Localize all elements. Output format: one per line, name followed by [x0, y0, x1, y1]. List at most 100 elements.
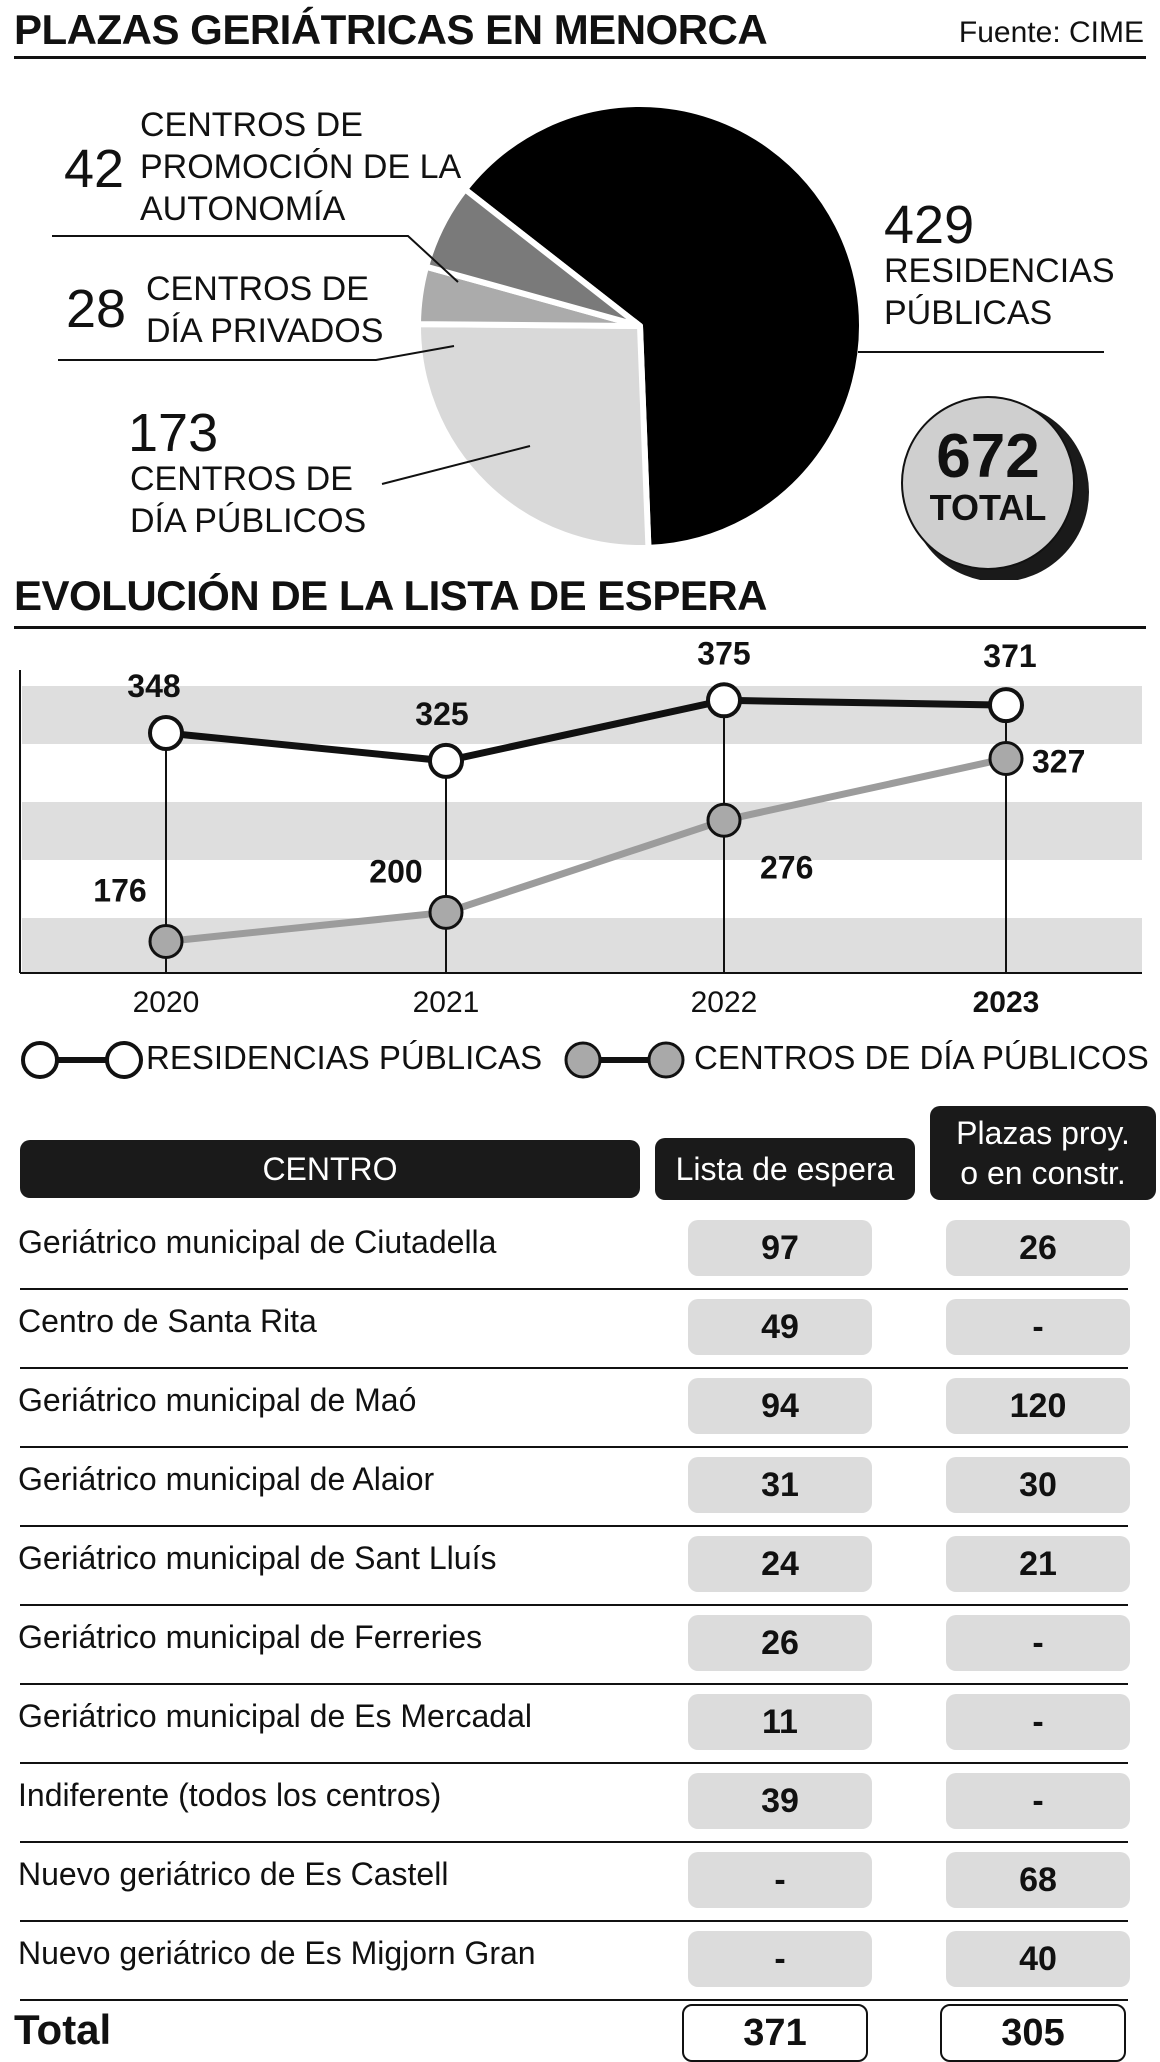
x-ticks: 2020 2021 2022 2023: [133, 986, 1040, 1019]
point-s1-2022: [706, 802, 742, 838]
point-s0-2022: [706, 682, 742, 719]
table-cell-lista: 49: [688, 1299, 872, 1355]
header-lista-espera: Lista de espera: [655, 1138, 915, 1200]
table-cell-plazas: -: [946, 1299, 1130, 1355]
table-cell-lista: 94: [688, 1378, 872, 1434]
grid-band-2: [22, 918, 1142, 973]
point-s1-2023: [988, 740, 1024, 776]
data-label-s0-2022: 375: [697, 640, 750, 671]
leader-line-2: [381, 445, 531, 485]
table-row-divider: [20, 1683, 1128, 1685]
pie-slice-0: [462, 101, 865, 551]
pie-slice-1: [415, 321, 652, 551]
pie-title: PLAZAS GERIÁTRICAS EN MENORCA: [14, 6, 768, 53]
pie-slice-3: [423, 186, 643, 329]
line-series: [148, 682, 1024, 959]
point-s0-2020: [148, 715, 184, 752]
data-label-s1-2023: 327: [1032, 743, 1085, 779]
table-row-divider: [20, 1999, 1128, 2001]
table-row-divider: [20, 1920, 1128, 1922]
series-line-1: [165, 755, 1007, 945]
header-plazas-line2: o en constr.: [960, 1155, 1126, 1191]
table-row-label: Geriátrico municipal de Ferreries: [18, 1619, 483, 1655]
grid-band-1: [22, 802, 1142, 860]
header-plazas: Plazas proy. o en constr.: [930, 1106, 1156, 1200]
slice-label-dia-privados: CENTROS DE DÍA PRIVADOS: [146, 270, 384, 350]
table-row-divider: [20, 1288, 1128, 1290]
table-cell-plazas: -: [946, 1615, 1130, 1671]
slice-label-promocion: CENTROS DE PROMOCIÓN DE LA AUTONOMÍA: [140, 106, 460, 228]
slice-value-dia-privados: 28: [66, 279, 127, 339]
point-s1-2020: [148, 923, 184, 959]
table-row-label: Centro de Santa Rita: [18, 1303, 317, 1339]
table-cell-lista: -: [688, 1852, 872, 1908]
total-lista-espera: 371: [682, 2004, 868, 2062]
total-label: TOTAL: [929, 487, 1047, 528]
header-plazas-line1: Plazas proy.: [956, 1115, 1130, 1151]
x-tick-2021: 2021: [413, 986, 480, 1019]
point-s0-2021: [428, 742, 464, 779]
table-cell-plazas: 21: [946, 1536, 1130, 1592]
x-tick-2020: 2020: [133, 986, 200, 1019]
table-row-divider: [20, 1525, 1128, 1527]
header-centro: CENTRO: [20, 1140, 640, 1198]
data-label-s0-2023: 371: [983, 640, 1036, 674]
line-title: EVOLUCIÓN DE LA LISTA DE ESPERA: [14, 572, 768, 619]
slice-value-residencias: 429: [884, 195, 975, 255]
series-line-0: [165, 696, 1007, 765]
data-label-s0-2020: 348: [127, 668, 180, 704]
point-s0-2023: [988, 687, 1024, 724]
table-cell-lista: -: [688, 1931, 872, 1987]
table-cell-plazas: 30: [946, 1457, 1130, 1513]
table-row-label: Nuevo geriátrico de Es Castell: [18, 1856, 449, 1892]
point-s1-2021: [428, 894, 464, 930]
table-row-label: Nuevo geriátrico de Es Migjorn Gran: [18, 1935, 536, 1971]
table-row-divider: [20, 1604, 1128, 1606]
data-label-s1-2020: 176: [93, 872, 146, 908]
table-row-divider: [20, 1841, 1128, 1843]
leader-line-0: [52, 235, 459, 283]
table-cell-lista: 97: [688, 1220, 872, 1276]
legend-centros: [564, 1041, 685, 1079]
table-row-label: Geriátrico municipal de Sant Lluís: [18, 1540, 497, 1576]
table-cell-plazas: 68: [946, 1852, 1130, 1908]
table-row-label: Indiferente (todos los centros): [18, 1777, 442, 1813]
slice-label-dia-publicos: CENTROS DE DÍA PÚBLICOS: [130, 460, 367, 540]
table-cell-plazas: -: [946, 1773, 1130, 1829]
legend-label-centros: CENTROS DE DÍA PÚBLICOS: [694, 1039, 1149, 1076]
data-label-s1-2021: 200: [369, 853, 422, 889]
x-tick-2023: 2023: [973, 986, 1040, 1019]
table-cell-plazas: 120: [946, 1378, 1130, 1434]
slice-value-promocion: 42: [64, 139, 125, 199]
pie-leaders: [52, 235, 1104, 485]
table-cell-lista: 11: [688, 1694, 872, 1750]
table-row-label: Geriátrico municipal de Ciutadella: [18, 1224, 497, 1260]
slice-value-dia-publicos: 173: [128, 403, 219, 463]
total-plazas: 305: [940, 2004, 1126, 2062]
line-labels: 348 325 375 371 176 200 276 327: [93, 640, 1085, 908]
table-row-label: Geriátrico municipal de Es Mercadal: [18, 1698, 532, 1734]
table-cell-lista: 24: [688, 1536, 872, 1592]
total-badge: [901, 396, 1075, 570]
legend-marker-centros: [564, 1041, 602, 1079]
x-tick-2022: 2022: [691, 986, 758, 1019]
data-label-s1-2022: 276: [760, 849, 813, 885]
pie-chart: [52, 101, 1104, 580]
slice-label-residencias: RESIDENCIAS PÚBLICAS: [884, 252, 1115, 332]
table-cell-lista: 39: [688, 1773, 872, 1829]
data-label-s0-2021: 325: [415, 696, 468, 732]
table-cell-plazas: -: [946, 1694, 1130, 1750]
legend-residencias: [21, 1041, 143, 1079]
source-label: Fuente: CIME: [958, 16, 1144, 49]
table-row-divider: [20, 1367, 1128, 1369]
table-cell-plazas: 26: [946, 1220, 1130, 1276]
pie-slices: [415, 101, 865, 551]
table-row-divider: [20, 1446, 1128, 1448]
line-title-rule: [14, 626, 1146, 629]
legend-label-residencias: RESIDENCIAS PÚBLICAS: [146, 1039, 543, 1076]
table-cell-plazas: 40: [946, 1931, 1130, 1987]
table-row-divider: [20, 1762, 1128, 1764]
leader-line-1: [58, 345, 455, 361]
total-row-label: Total: [14, 2006, 112, 2053]
